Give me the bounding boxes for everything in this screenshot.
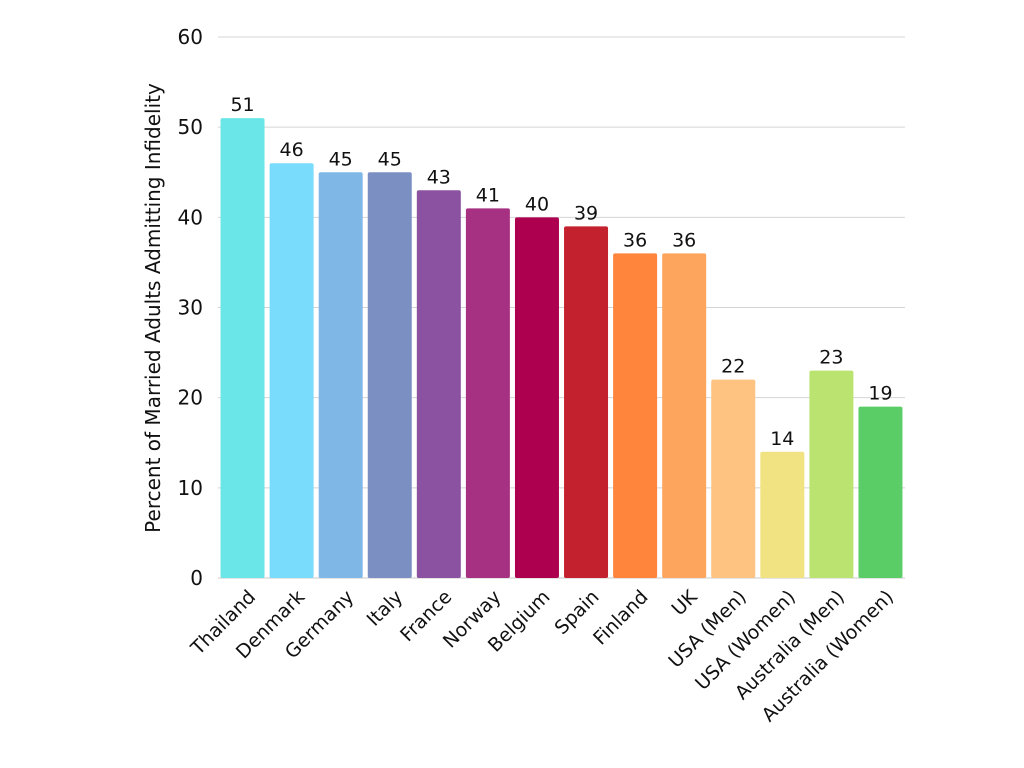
bar (809, 370, 854, 578)
bar (416, 190, 461, 579)
y-axis-ticks: 0 10 20 30 40 50 60 (178, 25, 203, 590)
data-label: 51 (230, 94, 254, 116)
x-tick-label: Finland (589, 586, 653, 650)
bar (269, 163, 314, 578)
y-tick-label: 60 (178, 25, 203, 49)
y-tick-label: 40 (178, 205, 203, 229)
bar (465, 208, 510, 579)
x-tick-label: Italy (363, 586, 408, 631)
bar (711, 379, 756, 578)
bar (564, 226, 609, 578)
bar (613, 253, 658, 578)
data-label: 41 (476, 184, 500, 206)
data-label: 14 (770, 428, 794, 450)
data-label: 39 (574, 202, 598, 224)
y-tick-label: 10 (178, 476, 203, 500)
data-label: 36 (672, 229, 696, 251)
bars (220, 118, 903, 579)
data-label: 45 (329, 148, 353, 170)
bar (858, 406, 903, 578)
data-label: 19 (868, 383, 892, 405)
bar (514, 217, 559, 579)
data-labels: 51 46 45 45 43 41 40 39 36 36 22 14 23 19 (230, 94, 892, 450)
bar (662, 253, 707, 578)
y-axis-title: Percent of Married Adults Admitting Infi… (141, 83, 165, 533)
data-label: 40 (525, 193, 549, 215)
bar (760, 451, 805, 578)
x-tick-label: UK (668, 586, 703, 621)
bar (318, 172, 363, 578)
y-tick-label: 50 (178, 115, 203, 139)
y-tick-label: 30 (178, 296, 203, 320)
data-label: 43 (427, 166, 451, 188)
bar (220, 118, 265, 579)
data-label: 22 (721, 356, 745, 378)
data-label: 46 (280, 139, 304, 161)
y-tick-label: 0 (190, 566, 203, 590)
data-label: 36 (623, 229, 647, 251)
y-tick-label: 20 (178, 386, 203, 410)
data-label: 45 (378, 148, 402, 170)
bar (367, 172, 412, 578)
data-label: 23 (819, 347, 843, 369)
